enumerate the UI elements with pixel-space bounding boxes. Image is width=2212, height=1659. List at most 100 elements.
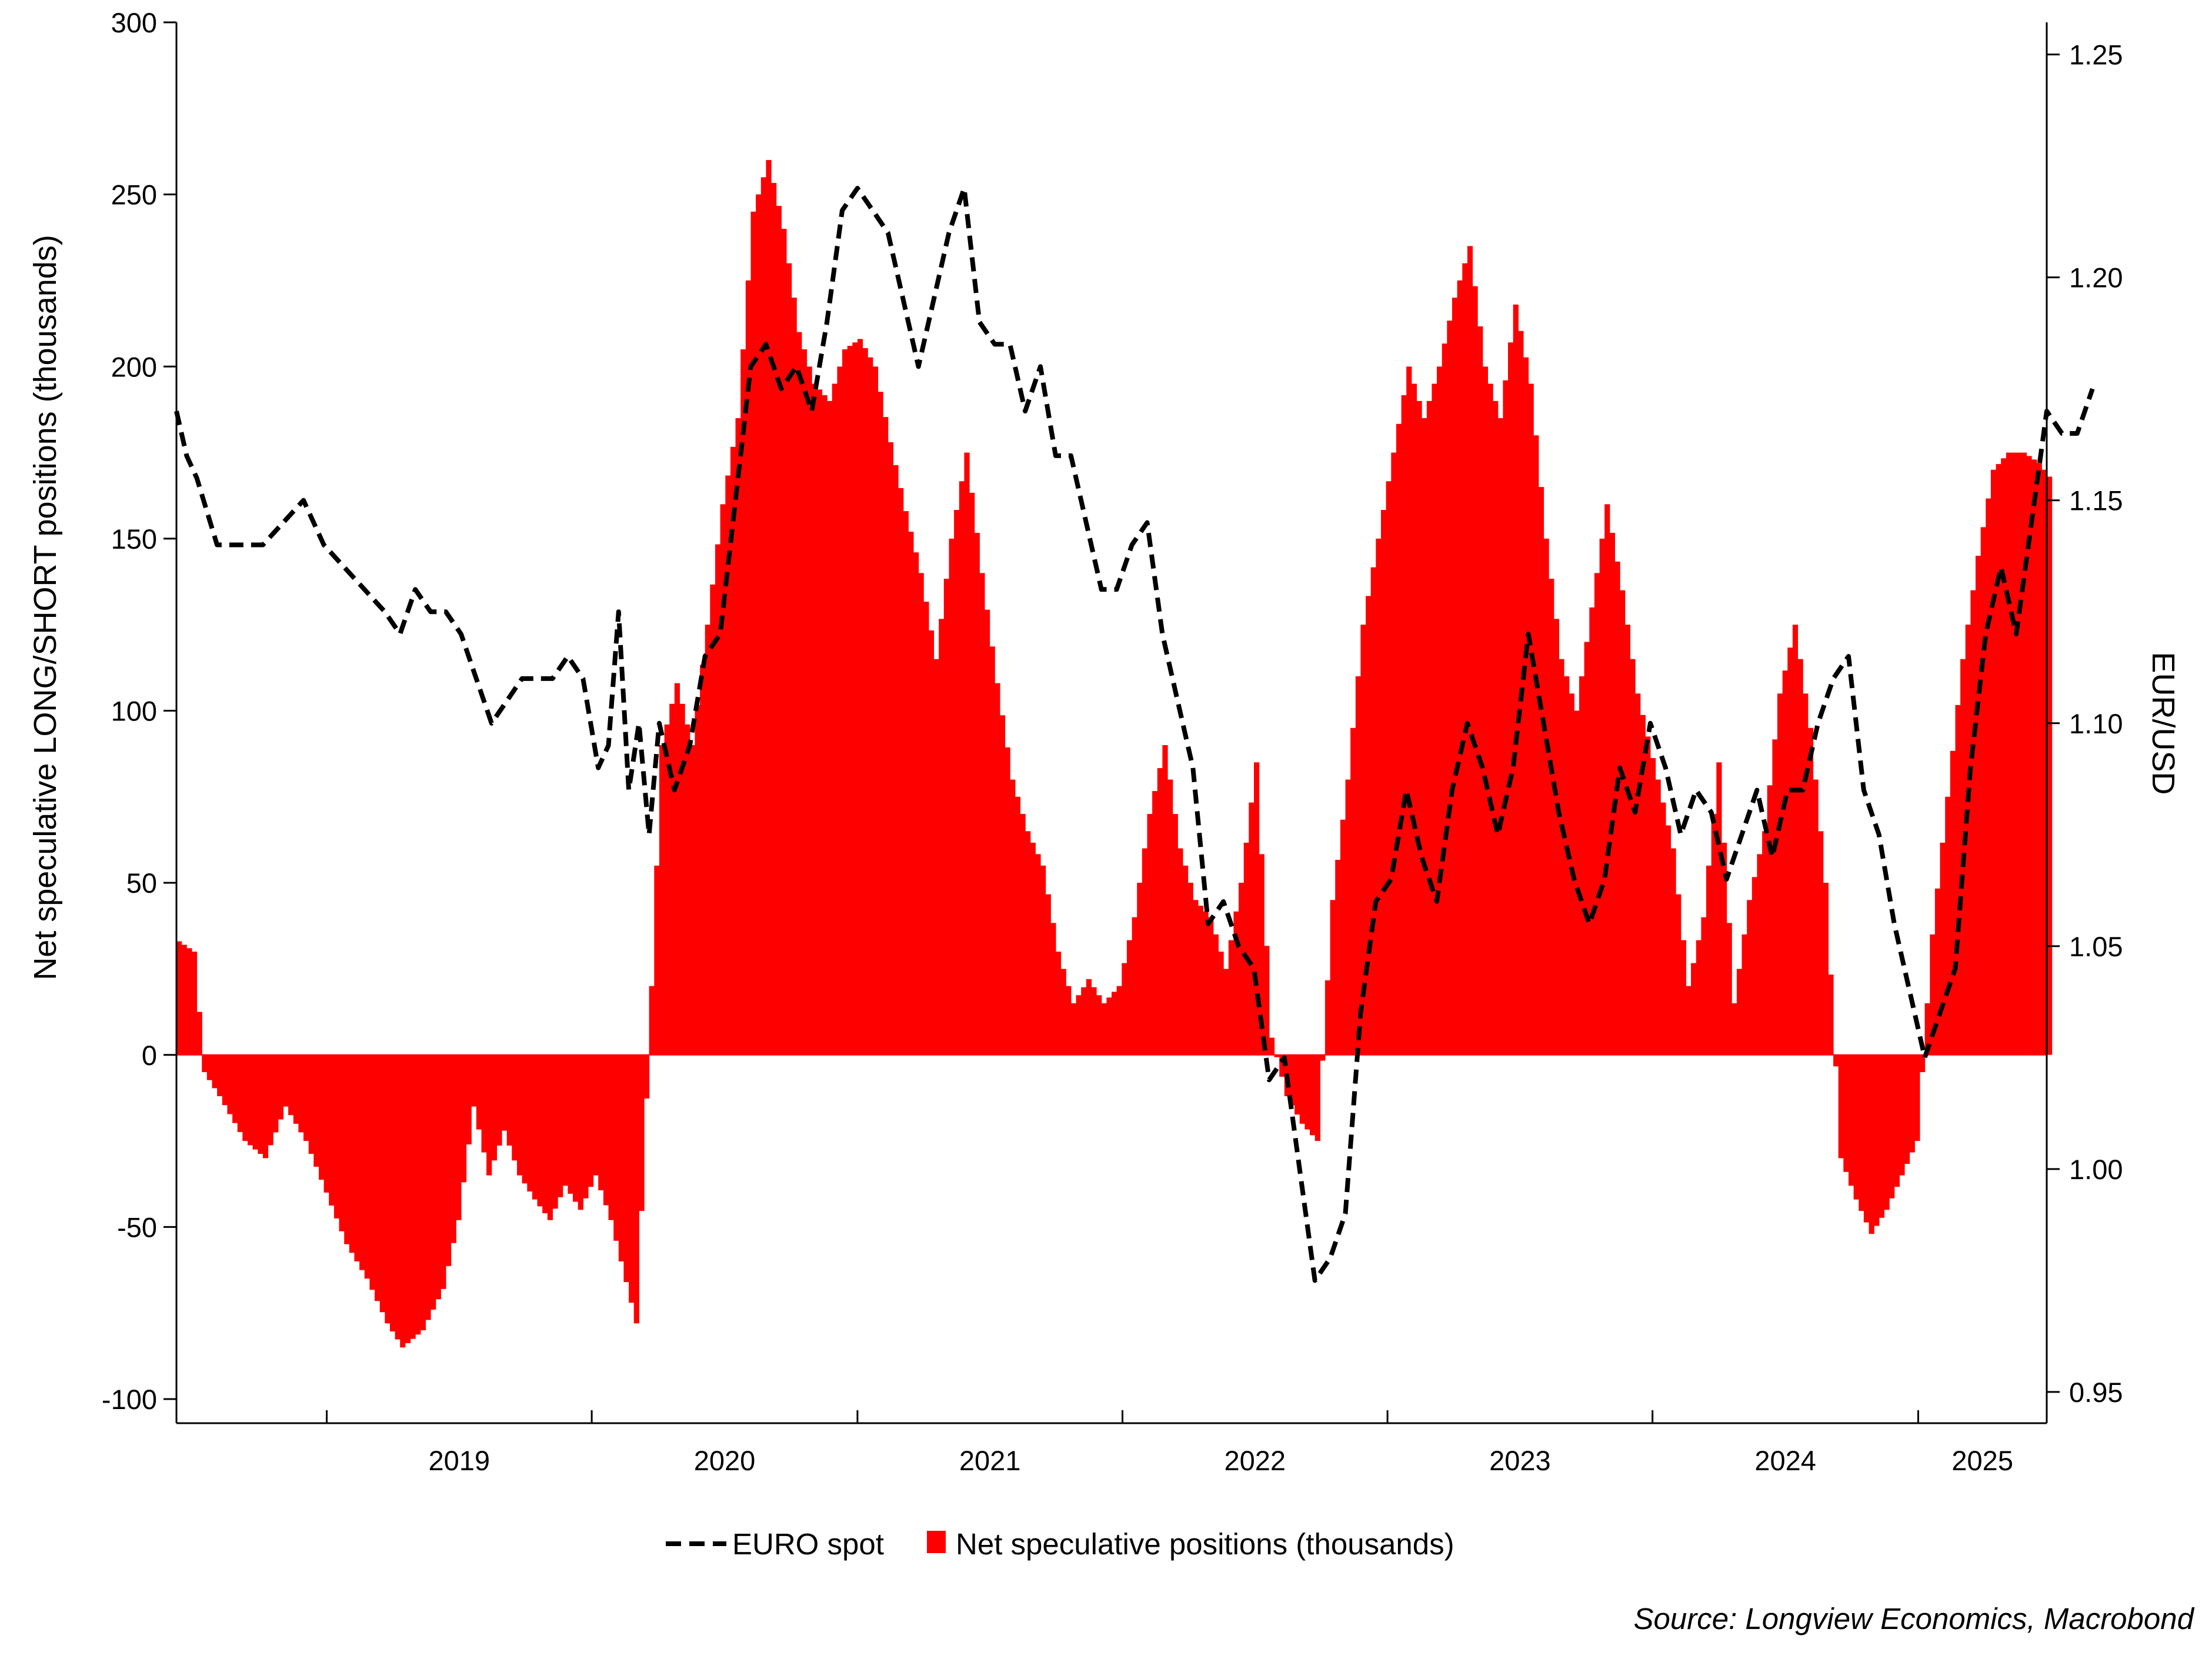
left-tick-label: 250 xyxy=(111,179,157,211)
position-bar xyxy=(1477,326,1483,1055)
position-bar xyxy=(323,1054,329,1193)
position-bar xyxy=(339,1054,345,1231)
position-bar xyxy=(1422,418,1427,1055)
position-bar xyxy=(1076,995,1082,1055)
x-tick-label: 2021 xyxy=(959,1445,1021,1476)
position-bar xyxy=(1157,768,1163,1055)
position-bar xyxy=(1849,1054,1854,1186)
position-bar xyxy=(999,715,1006,1055)
position-bar xyxy=(659,745,665,1055)
position-bar xyxy=(633,1054,639,1324)
left-tick-label: 200 xyxy=(111,351,157,382)
position-bar xyxy=(1233,911,1239,1055)
position-bar xyxy=(837,366,843,1055)
position-bar xyxy=(527,1054,533,1191)
left-tick-label: -100 xyxy=(102,1384,157,1415)
position-bar xyxy=(1304,1054,1310,1130)
position-bar xyxy=(298,1054,304,1133)
position-bar xyxy=(618,1054,624,1261)
position-bar xyxy=(705,625,710,1055)
position-bar xyxy=(400,1054,406,1348)
position-bar xyxy=(1482,366,1488,1055)
position-bar xyxy=(669,703,675,1055)
position-bar xyxy=(186,948,192,1055)
position-bar xyxy=(756,194,762,1055)
position-bar xyxy=(1874,1054,1880,1226)
position-bar xyxy=(985,609,990,1055)
position-bar xyxy=(1914,1054,1920,1141)
position-bar xyxy=(720,504,726,1055)
position-bar xyxy=(1604,504,1610,1055)
position-bar xyxy=(1005,747,1010,1055)
position-bar xyxy=(293,1054,299,1124)
position-bar xyxy=(1620,590,1626,1055)
right-tick-label: 1.05 xyxy=(2069,931,2123,962)
position-bar xyxy=(1045,894,1051,1055)
position-bar xyxy=(486,1054,492,1176)
position-bar xyxy=(1843,1054,1849,1172)
position-bar xyxy=(1497,418,1503,1055)
position-bar xyxy=(1122,963,1127,1055)
position-bar xyxy=(1223,969,1229,1055)
position-bar xyxy=(1630,659,1636,1055)
position-bar xyxy=(1731,1003,1737,1055)
position-bar xyxy=(248,1054,253,1146)
position-bar xyxy=(476,1054,482,1130)
position-bar xyxy=(1070,1003,1077,1055)
position-bar xyxy=(832,383,838,1055)
position-bar xyxy=(913,552,919,1055)
position-bar xyxy=(1777,693,1783,1055)
left-tick-label: -50 xyxy=(117,1211,157,1243)
position-bar xyxy=(227,1054,233,1114)
position-bar xyxy=(262,1054,269,1159)
position-bar xyxy=(695,705,700,1055)
position-bar xyxy=(206,1054,212,1080)
position-bar xyxy=(1503,380,1509,1055)
position-bar xyxy=(750,211,756,1055)
position-bar xyxy=(1990,469,1997,1055)
position-bar xyxy=(389,1054,396,1331)
left-tick-label: 300 xyxy=(111,7,157,38)
position-bar xyxy=(303,1054,309,1141)
position-bar xyxy=(771,183,777,1055)
position-bar xyxy=(1299,1054,1305,1124)
source-note: Source: Longview Economics, Macrobond xyxy=(1634,1602,2195,1635)
position-bar xyxy=(1401,395,1407,1055)
position-bar xyxy=(583,1054,589,1199)
position-bar xyxy=(329,1054,335,1206)
position-bar xyxy=(578,1054,583,1210)
position-bar xyxy=(385,1054,391,1324)
position-bar xyxy=(1543,538,1549,1055)
position-bar xyxy=(1930,934,1936,1055)
position-bar xyxy=(735,418,741,1055)
position-bar xyxy=(1579,676,1585,1055)
position-bar xyxy=(1726,923,1732,1055)
legend: EURO spot Net speculative positions (tho… xyxy=(666,1527,1454,1561)
position-bar xyxy=(1203,911,1209,1055)
position-bar xyxy=(410,1054,416,1339)
position-bar xyxy=(1680,940,1686,1055)
position-bar xyxy=(872,366,879,1055)
position-bar xyxy=(1066,986,1072,1055)
position-bar xyxy=(928,630,935,1055)
position-bar xyxy=(898,488,904,1055)
position-bar xyxy=(1197,906,1204,1055)
position-bar xyxy=(603,1054,609,1206)
position-bar xyxy=(1965,625,1971,1055)
position-bar xyxy=(822,395,828,1055)
position-bar xyxy=(333,1054,340,1219)
position-bar xyxy=(2031,459,2037,1055)
legend-label-net-positions: Net speculative positions (thousands) xyxy=(956,1527,1454,1561)
position-bar xyxy=(1010,779,1016,1055)
position-bar xyxy=(1823,883,1829,1055)
position-bar xyxy=(654,865,660,1055)
position-bar xyxy=(745,280,751,1055)
left-tick-label: 0 xyxy=(142,1040,157,1071)
position-bar xyxy=(629,1054,635,1303)
position-bar xyxy=(491,1054,497,1161)
legend-label-euro-spot: EURO spot xyxy=(732,1527,884,1561)
position-bar xyxy=(725,475,731,1055)
position-bar xyxy=(1803,693,1809,1055)
right-tick-label: 1.10 xyxy=(2069,708,2123,739)
legend-bar-swatch xyxy=(927,1531,946,1553)
